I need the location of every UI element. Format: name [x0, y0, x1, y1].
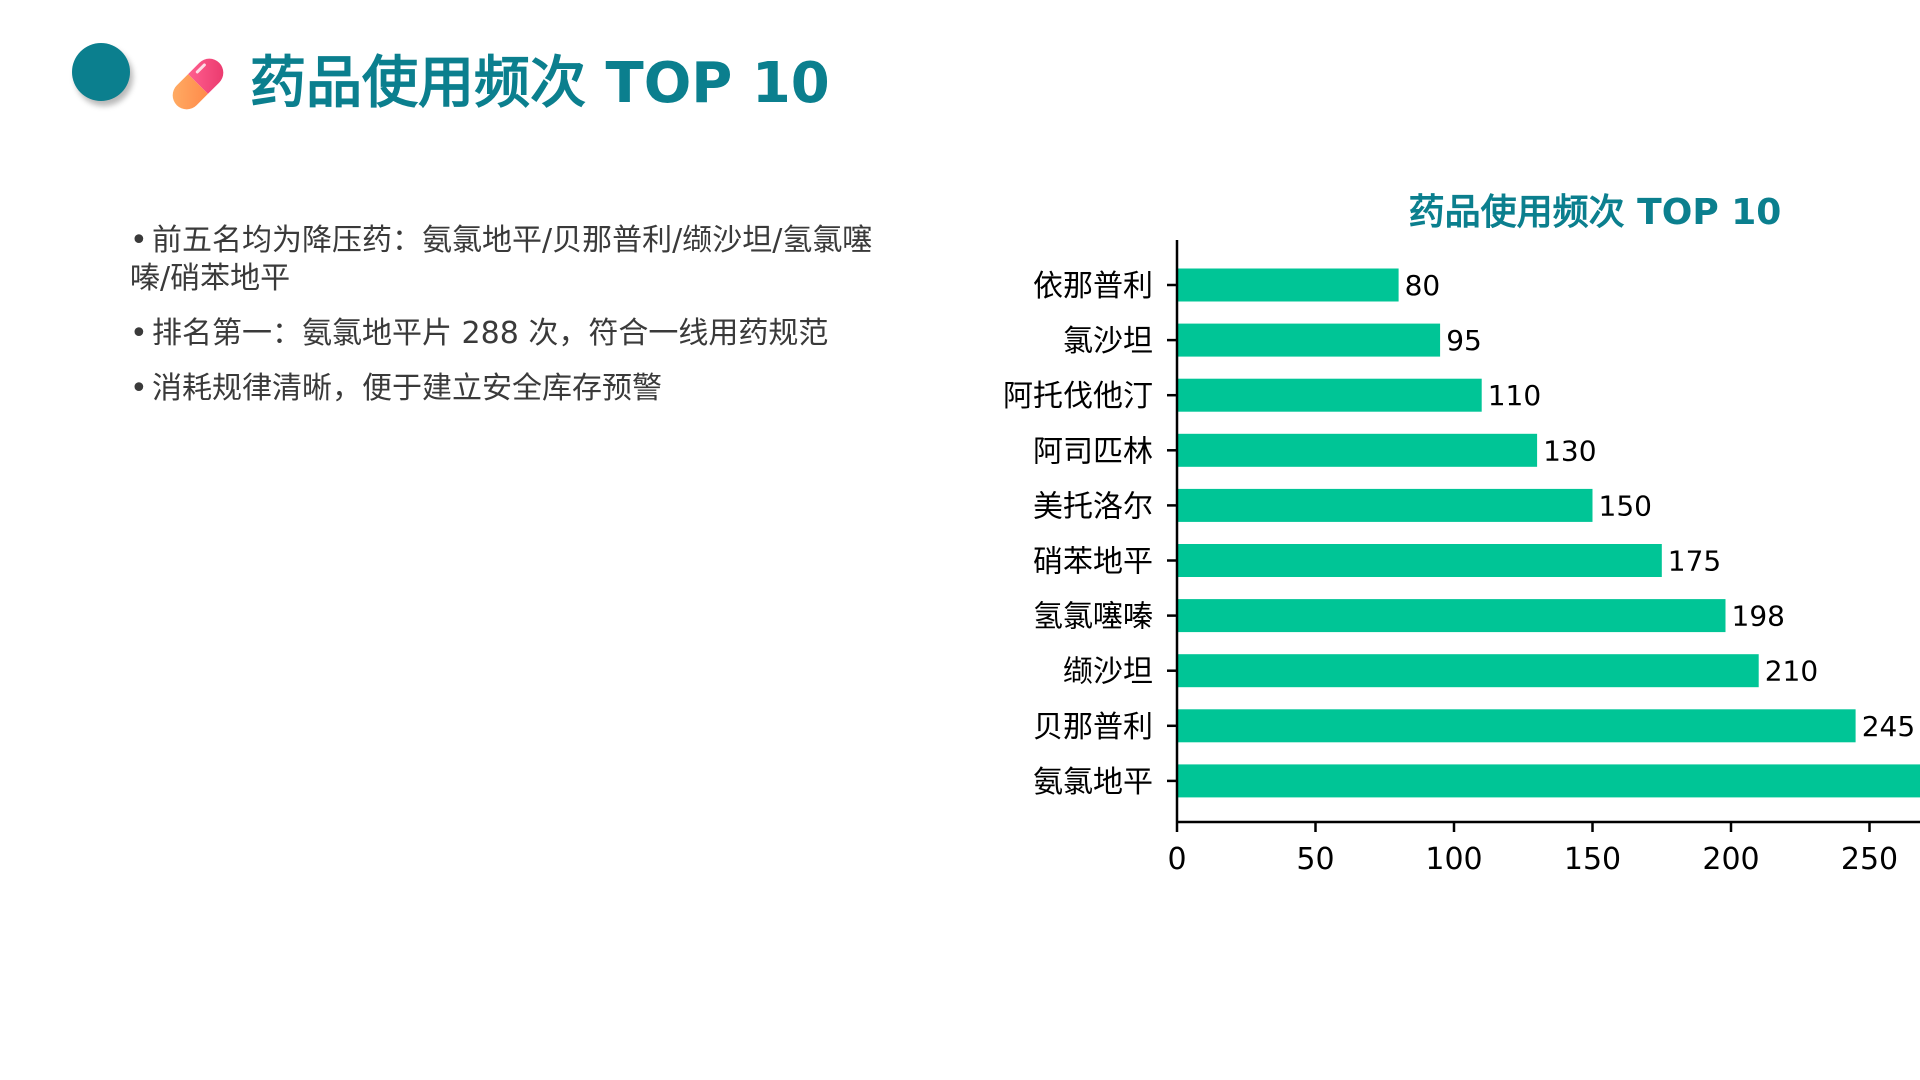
y-tick-label: 氯沙坦 [1063, 324, 1153, 359]
x-tick-label: 50 [1296, 842, 1334, 877]
bar [1177, 488, 1593, 522]
y-tick-label: 美托洛尔 [1033, 489, 1153, 524]
bullet-mark: • [130, 371, 148, 406]
y-tick-label: 硝苯地平 [1033, 545, 1153, 580]
data-label: 210 [1765, 655, 1818, 688]
bar [1177, 654, 1759, 688]
bullet-text: 前五名均为降压药：氨氯地平/贝那普利/缬沙坦/氢氯噻嗪/硝苯地平 [130, 223, 873, 296]
page-title: 药品使用频次 TOP 10 [250, 51, 830, 116]
x-tick-label: 150 [1564, 842, 1621, 877]
bar [1177, 709, 1856, 743]
y-tick-label: 缬沙坦 [1063, 655, 1153, 690]
data-label: 95 [1446, 324, 1482, 357]
pill-icon [172, 58, 224, 110]
x-tick-label: 250 [1841, 842, 1898, 877]
bullet-mark: • [130, 223, 148, 258]
bar [1177, 378, 1482, 412]
chart-title: 药品使用频次 TOP 10 [1409, 192, 1782, 233]
y-tick-label: 阿司匹林 [1033, 434, 1153, 469]
bullet-item: • 前五名均为降压药：氨氯地平/贝那普利/缬沙坦/氢氯噻嗪/硝苯地平 [130, 222, 890, 298]
decorative-circle [72, 43, 130, 101]
bar [1177, 599, 1726, 633]
bar [1177, 268, 1399, 302]
bar [1177, 764, 1920, 798]
data-label: 110 [1488, 379, 1541, 412]
bar [1177, 544, 1662, 577]
y-tick-label: 阿托伐他汀 [1003, 379, 1153, 414]
bar [1177, 323, 1441, 357]
y-tick-label: 依那普利 [1033, 269, 1153, 304]
data-label: 198 [1732, 600, 1785, 633]
y-tick-label: 氢氯噻嗪 [1033, 600, 1153, 635]
data-label: 130 [1543, 434, 1596, 467]
bar [1177, 433, 1538, 467]
bullet-text: 排名第一：氨氯地平片 288 次，符合一线用药规范 [152, 316, 829, 351]
bullet-text: 消耗规律清晰，便于建立安全库存预警 [152, 371, 662, 406]
y-tick-label: 贝那普利 [1033, 710, 1153, 745]
bullet-item: • 排名第一：氨氯地平片 288 次，符合一线用药规范 [130, 315, 890, 353]
y-tick-label: 氨氯地平 [1033, 765, 1153, 800]
bullet-mark: • [130, 316, 148, 351]
bullet-list: • 前五名均为降压药：氨氯地平/贝那普利/缬沙坦/氢氯噻嗪/硝苯地平 • 排名第一：… [130, 222, 890, 425]
data-label: 245 [1862, 710, 1915, 743]
data-label: 150 [1599, 489, 1652, 522]
data-label: 80 [1405, 269, 1441, 302]
x-tick-label: 200 [1702, 842, 1759, 877]
data-label: 175 [1668, 545, 1721, 578]
bullet-item: • 消耗规律清晰，便于建立安全库存预警 [130, 370, 890, 408]
x-tick-label: 0 [1167, 842, 1186, 877]
x-tick-label: 100 [1425, 842, 1482, 877]
